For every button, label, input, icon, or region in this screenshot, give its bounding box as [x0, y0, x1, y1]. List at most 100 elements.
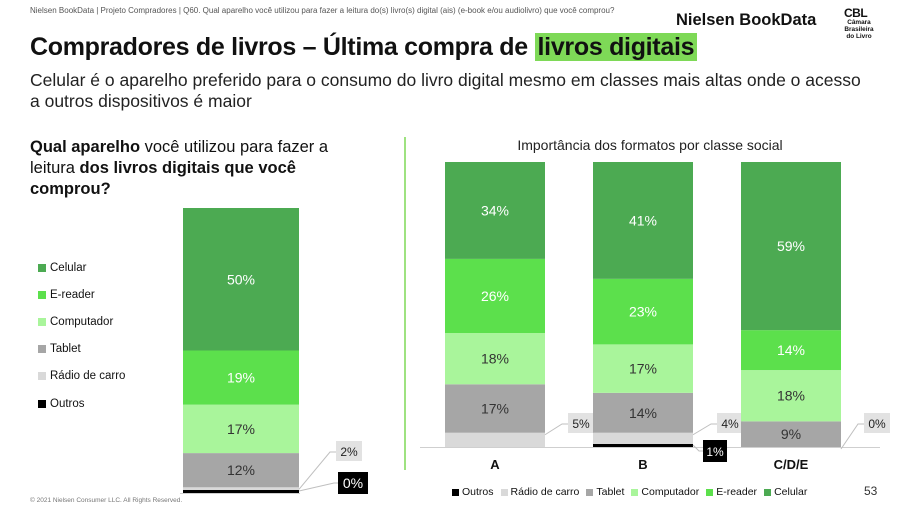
copyright: © 2021 Nielsen Consumer LLC. All Rights … — [30, 497, 183, 504]
bar-a-radio-de-carro — [445, 432, 545, 447]
bar-b-celular — [593, 162, 693, 279]
callout-box-total-radio — [336, 441, 362, 461]
legend-label: Computador — [641, 486, 700, 498]
category-label-a: A — [490, 457, 500, 472]
callout-box-total-outros — [338, 472, 368, 494]
legend-swatch — [631, 488, 639, 496]
callout-line-c-d-e-radio — [840, 423, 864, 450]
cbl-logo-text: Câmara Brasileira do Livro — [844, 19, 874, 40]
callout-box-b-radio — [717, 413, 743, 433]
right-chart-title: Importância dos formatos por classe soci… — [517, 137, 783, 153]
legend-item-computador: Computador — [631, 486, 699, 498]
callout-box-c-d-e-radio — [864, 413, 890, 433]
bar-a-computador — [445, 333, 545, 385]
label-c-d-e-computador: 18% — [777, 388, 805, 404]
bar-total-celular — [183, 208, 299, 351]
legend-item-radio-de-carro: Rádio de carro — [500, 486, 580, 498]
legend-label: Outros — [462, 486, 494, 498]
legend-item-celular: Celular — [38, 254, 125, 281]
legend-label: Rádio de carro — [50, 370, 126, 383]
legend-label: Tablet — [50, 343, 81, 356]
bar-total-tablet — [183, 453, 299, 488]
legend-swatch — [38, 317, 46, 326]
label-total-celular: 50% — [227, 271, 255, 287]
legend-swatch — [38, 263, 46, 272]
callout-box-a-radio — [568, 413, 594, 433]
legend-label: Tablet — [596, 486, 625, 498]
bar-b-computador — [593, 344, 693, 393]
label-a-tablet: 17% — [481, 401, 509, 417]
legend-item-outros: Outros — [38, 390, 125, 417]
legend-swatch — [38, 290, 46, 299]
legend-swatch — [764, 488, 772, 496]
legend-swatch — [452, 488, 459, 496]
callout-box-b-outros — [703, 440, 727, 462]
bar-c-d-e-celular — [741, 162, 841, 331]
legend-item-radio-de-carro: Rádio de carro — [38, 363, 125, 390]
question-regular: você utilizou para fazer a leitura — [30, 138, 329, 177]
page-title-prefix: Compradores de livros – Última compra de — [30, 33, 535, 61]
source-note: Nielsen BookData | Projeto Compradores |… — [30, 6, 615, 15]
label-b-computador: 17% — [629, 361, 657, 377]
legend-item-tablet: Tablet — [38, 336, 125, 363]
legend-item-celular: Celular — [764, 486, 807, 498]
label-b-tablet: 14% — [629, 405, 657, 421]
callout-line-a-radio — [544, 423, 568, 436]
label-c-d-e-tablet: 9% — [781, 426, 801, 442]
label-c-d-e-e-reader: 14% — [777, 342, 805, 358]
legend-swatch — [38, 372, 46, 381]
category-label-b: B — [638, 457, 647, 472]
label-b-e-reader: 23% — [629, 304, 657, 320]
callout-line-b-radio — [692, 423, 717, 436]
question-bold-1: Qual aparelho — [30, 138, 141, 156]
legend-label: E-reader — [50, 288, 95, 301]
legend-label: Celular — [50, 261, 87, 274]
label-total-e-reader: 19% — [227, 370, 255, 386]
legend-label: Celular — [774, 486, 808, 498]
page-subtitle: Celular é o aparelho preferido para o co… — [30, 70, 861, 111]
label-c-d-e-celular: 59% — [777, 238, 805, 254]
bar-b-radio-de-carro — [593, 432, 693, 445]
label-b-radio-de-carro: 4% — [721, 417, 739, 431]
legend-swatch — [586, 488, 594, 496]
cbl-logo: CBL Câmara Brasileira do Livro — [840, 6, 878, 42]
question-text: Qual aparelho você utilizou para fazer a… — [30, 137, 350, 200]
legend-swatch — [500, 488, 508, 496]
bar-b-tablet — [593, 392, 693, 433]
nielsen-bookdata-logo: Nielsen BookData — [676, 11, 817, 29]
legend-item-tablet: Tablet — [586, 486, 624, 498]
label-a-radio-de-carro: 5% — [572, 417, 590, 431]
cbl-logo-mark: CBL — [844, 6, 868, 20]
callout-line-b-outros — [692, 444, 703, 452]
label-b-celular: 41% — [629, 212, 657, 228]
legend-label: Computador — [50, 315, 114, 328]
page-title: Compradores de livros – Última compra de… — [30, 33, 698, 62]
callout-line-total-outros — [298, 482, 338, 492]
legend-label: Outros — [50, 397, 85, 410]
label-a-celular: 34% — [481, 202, 509, 218]
bar-c-d-e-tablet — [741, 421, 841, 447]
legend-label: Rádio de carro — [510, 486, 580, 498]
label-a-e-reader: 26% — [481, 288, 509, 304]
bar-b-outros-line — [593, 444, 693, 447]
right-chart-legend: Outros Rádio de carro Tablet Computador E-re… — [452, 486, 814, 498]
label-total-computador: 17% — [227, 421, 255, 437]
page-number: 53 — [864, 484, 878, 498]
legend-item-e-reader: E-reader — [38, 281, 125, 308]
callout-line-total-radio — [298, 451, 336, 490]
bar-total-e-reader — [183, 350, 299, 405]
legend-swatch — [706, 488, 714, 496]
bar-b-e-reader — [593, 278, 693, 345]
bar-total-outros-line — [183, 490, 299, 493]
label-total-outros: 0% — [343, 475, 363, 491]
bar-total-computador — [183, 404, 299, 454]
label-b-outros: 1% — [706, 445, 724, 459]
left-chart-legend: Celular E-reader Computador Tablet Rádio de … — [38, 254, 125, 417]
page-title-highlight: livros digitais — [534, 33, 698, 61]
bar-a-e-reader — [445, 258, 545, 333]
question-bold-2: dos livros digitais que você comprou? — [30, 159, 296, 198]
label-total-radio-de-carro: 2% — [340, 445, 358, 459]
legend-item-computador: Computador — [38, 308, 125, 335]
category-label-c-d-e: C/D/E — [774, 457, 809, 472]
